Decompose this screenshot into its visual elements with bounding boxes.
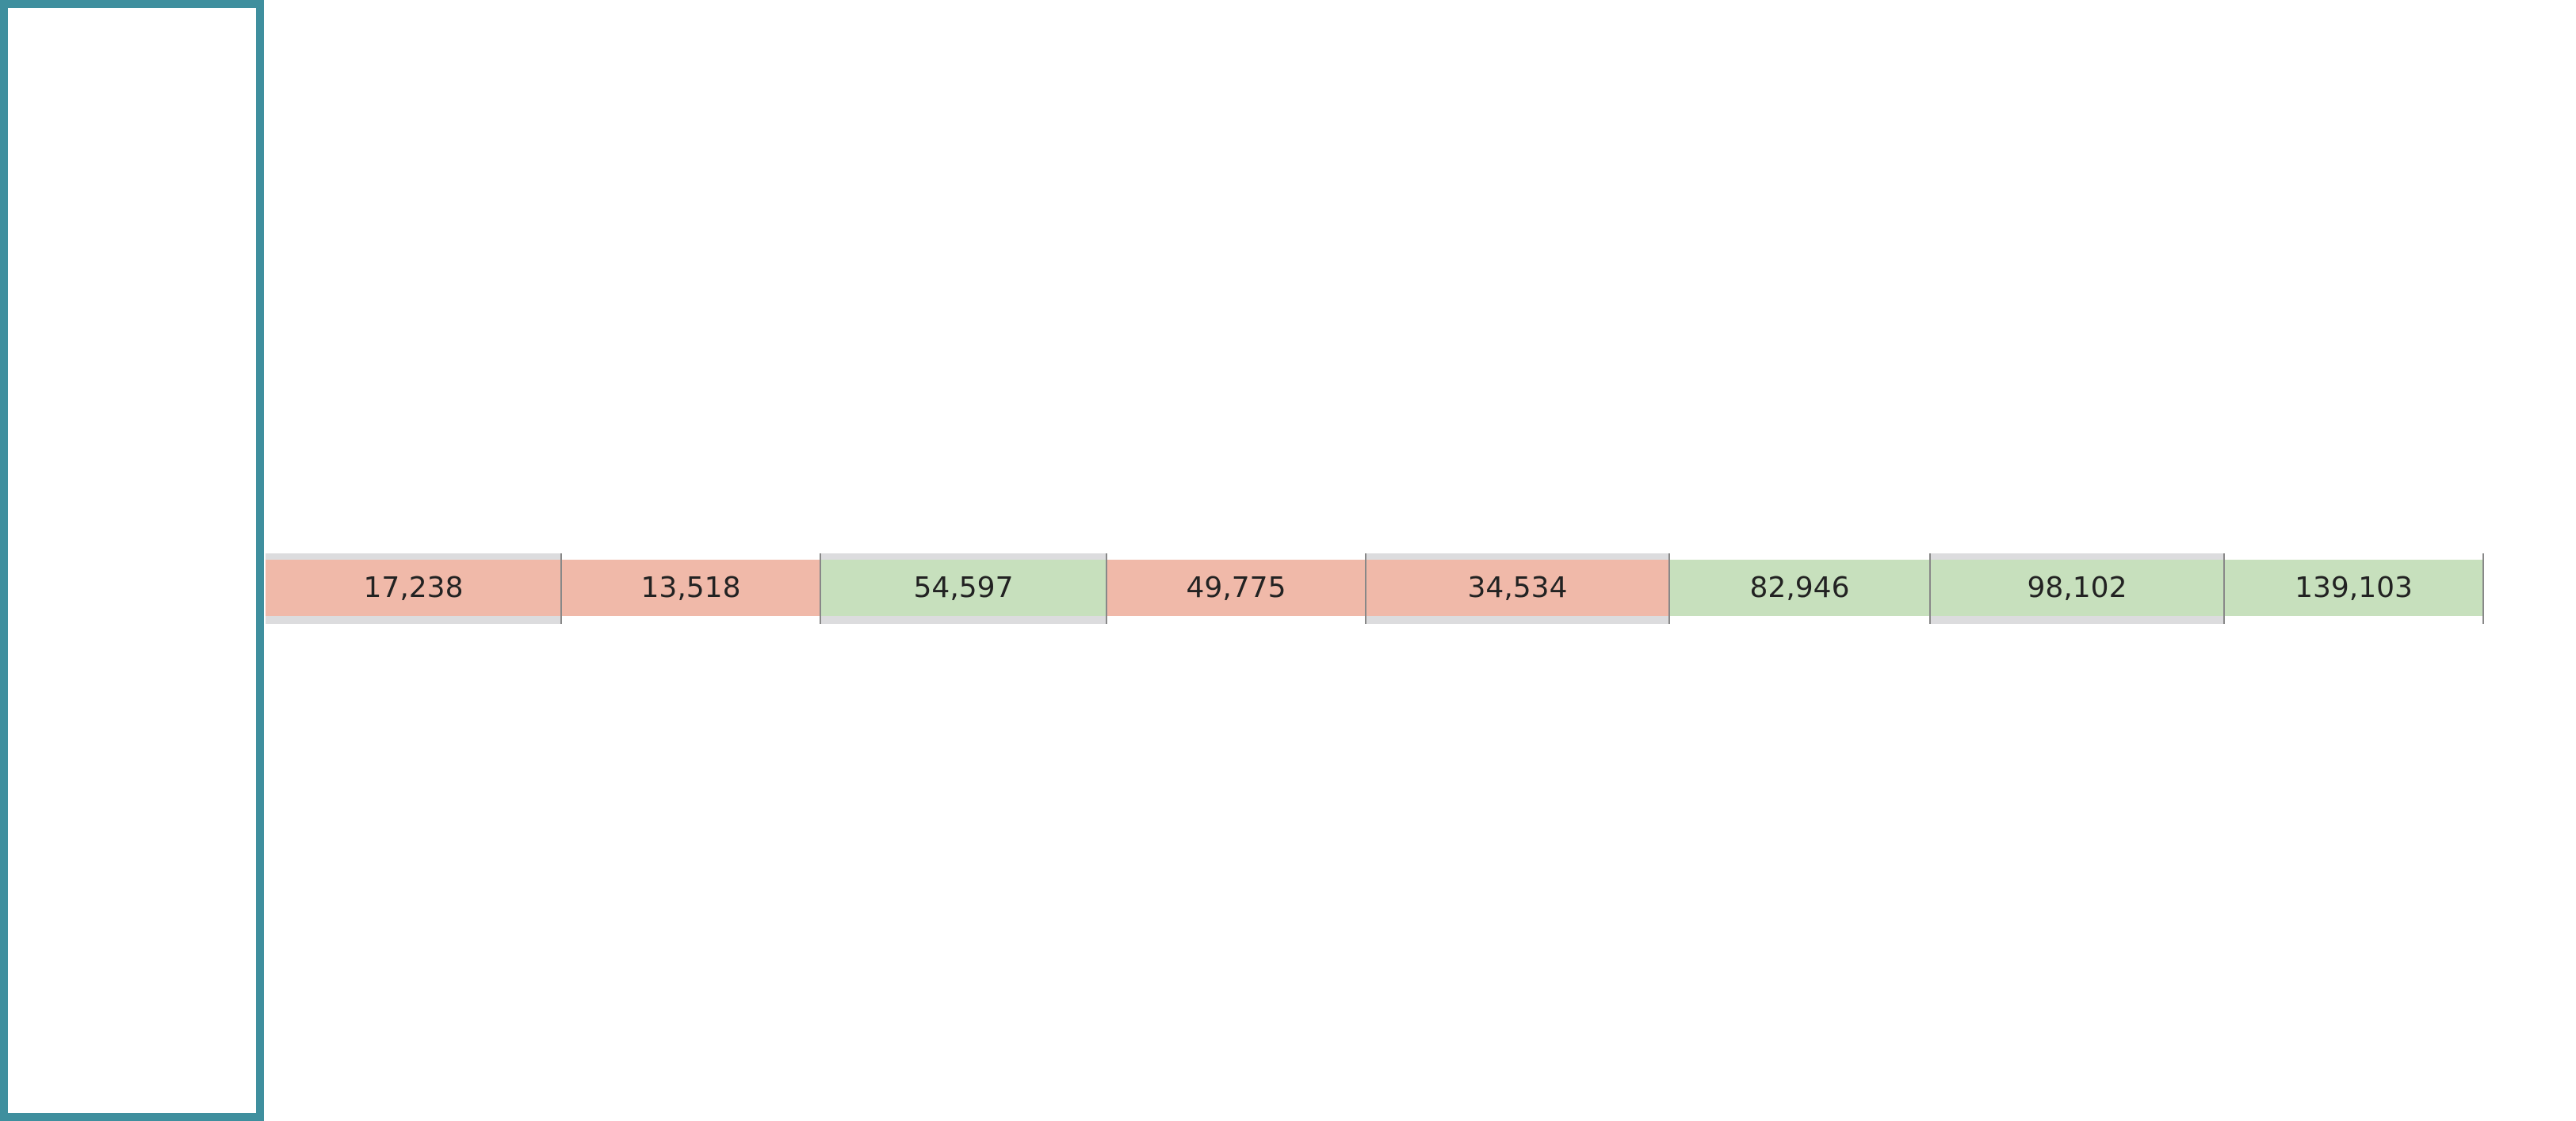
cell-value: 98,102 [1930,560,2224,616]
cell-separator [560,553,562,624]
cell-separator [2482,553,2484,624]
cell-value: 34,534 [1366,560,1669,616]
side-panel [0,0,264,1121]
value-cell: 13,518 [561,553,820,624]
cell-separator [1668,553,1670,624]
cell-value: 82,946 [1669,560,1930,616]
cell-value: 54,597 [820,560,1106,616]
value-cell: 82,946 [1669,553,1930,624]
cell-value: 49,775 [1106,560,1366,616]
value-cell: 17,238 [266,553,561,624]
value-cell: 54,597 [820,553,1106,624]
cell-separator [1929,553,1931,624]
cell-separator [820,553,821,624]
cell-separator [2223,553,2225,624]
cell-value: 13,518 [561,560,820,616]
cell-separator [1106,553,1107,624]
value-cell: 34,534 [1366,553,1669,624]
cell-separator [1365,553,1366,624]
value-cell: 98,102 [1930,553,2224,624]
cell-value: 17,238 [266,560,561,616]
value-cell: 49,775 [1106,553,1366,624]
value-cell: 139,103 [2224,553,2483,624]
value-row: 17,238 13,518 54,597 49,775 34,534 82,946 98,1… [266,553,2484,624]
cell-value: 139,103 [2224,560,2483,616]
